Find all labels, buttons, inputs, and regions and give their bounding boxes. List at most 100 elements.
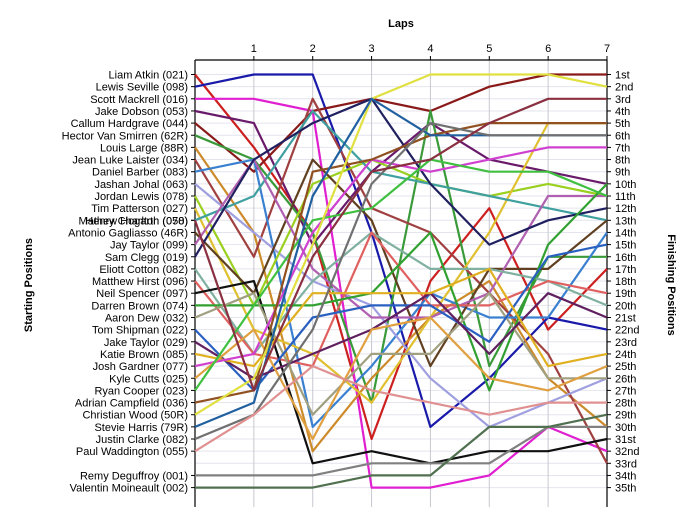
- finishing-position-label: 10th: [615, 179, 636, 191]
- series-line: [195, 97, 608, 489]
- finishing-position-label: 7th: [615, 142, 630, 154]
- finishing-position-label: 31st: [615, 434, 636, 446]
- series-line: [194, 109, 608, 222]
- series-line: [195, 413, 608, 489]
- starting-position-label: Daniel Barber (083): [92, 167, 188, 179]
- starting-position-label: Mathew Hogarth (058): [79, 215, 188, 227]
- starting-position-label: Scott Mackrell (016): [90, 94, 188, 106]
- starting-position-label: Henry Charlton (070): [85, 215, 188, 227]
- lap-tick-label: 5: [486, 43, 492, 55]
- lap-tick-label: 2: [310, 43, 316, 55]
- series-line: [194, 231, 608, 355]
- finishing-position-label: 33rd: [615, 458, 637, 470]
- starting-position-label: Tim Patterson (027): [91, 203, 188, 215]
- series-line: [194, 158, 608, 307]
- starting-position-label: Stevie Harris (79R): [94, 422, 188, 434]
- finishing-position-label: 4th: [615, 106, 630, 118]
- starting-position-label: Christian Wood (50R): [82, 410, 188, 422]
- finishing-position-label: 24th: [615, 349, 636, 361]
- starting-position-label: Justin Clarke (082): [96, 434, 188, 446]
- starting-position-label: Eliott Cotton (082): [99, 264, 188, 276]
- finishing-position-label: 22nd: [615, 325, 639, 337]
- starting-position-label: Antonio Gagliasso (46R): [68, 227, 188, 239]
- lap-tick-label: 3: [369, 43, 375, 55]
- finishing-position-label: 30th: [615, 422, 636, 434]
- starting-position-label: Jashan Johal (063): [94, 179, 188, 191]
- series-line: [194, 292, 607, 416]
- finishing-position-label: 23rd: [615, 337, 637, 349]
- series-lines: [193, 73, 608, 489]
- finishing-position-label: 9th: [615, 167, 630, 179]
- axes: [191, 56, 611, 507]
- finishing-position-label: 5th: [615, 118, 630, 130]
- finishing-position-label: 26th: [615, 373, 636, 385]
- lap-tick-label: 6: [545, 43, 551, 55]
- starting-position-label: Louis Large (88R): [100, 142, 188, 154]
- finishing-position-label: 19th: [615, 288, 636, 300]
- starting-position-label: Katie Brown (085): [100, 349, 188, 361]
- starting-position-label: Jake Taylor (029): [104, 337, 188, 349]
- starting-position-label: Valentin Moineault (002): [70, 483, 188, 495]
- series-line: [193, 97, 607, 392]
- starting-position-label: Josh Gardner (077): [93, 361, 188, 373]
- left-axis-title: Starting Positions: [23, 238, 35, 332]
- starting-position-label: Sam Clegg (019): [105, 252, 188, 264]
- finishing-position-label: 27th: [615, 385, 636, 397]
- series-line: [194, 97, 608, 258]
- starting-position-label: Remy Deguffroy (001): [80, 470, 188, 482]
- finishing-position-label: 35th: [615, 483, 636, 495]
- finishing-position-label: 14th: [615, 227, 636, 239]
- finishing-position-label: 13th: [615, 215, 636, 227]
- finishing-position-label: 25th: [615, 361, 636, 373]
- finishing-position-label: 34th: [615, 470, 636, 482]
- finishing-position-label: 3rd: [615, 94, 631, 106]
- starting-position-label: Callum Hardgrave (044): [71, 118, 188, 130]
- starting-position-label: Paul Waddington (055): [76, 446, 188, 458]
- starting-position-label: Liam Atkin (021): [109, 70, 188, 82]
- lap-tick-label: 4: [427, 43, 433, 55]
- finishing-position-label: 2nd: [615, 82, 633, 94]
- starting-position-label: Jay Taylor (099): [110, 240, 188, 252]
- series-line: [194, 121, 607, 441]
- tick-labels: 1 2 3 4 5 6 7 Liam Atkin (021)Lewis Seville (09…: [62, 43, 640, 495]
- series-line: [195, 183, 608, 392]
- finishing-position-label: 11th: [615, 191, 636, 203]
- lap-tick-label: 1: [251, 43, 257, 55]
- finishing-position-label: 15th: [615, 240, 636, 252]
- series-line: [194, 73, 608, 416]
- starting-position-label: Aaron Dew (032): [105, 313, 188, 325]
- starting-position-label: Neil Spencer (097): [96, 288, 188, 300]
- starting-position-label: Hector Van Smirren (62R): [62, 130, 188, 142]
- series-line: [194, 316, 608, 441]
- finishing-position-label: 8th: [615, 155, 630, 167]
- starting-position-label: Darren Brown (074): [91, 300, 188, 312]
- starting-position-label: Jean Luke Laister (034): [72, 155, 188, 167]
- series-line: [194, 109, 607, 404]
- starting-position-label: Matthew Hirst (096): [92, 276, 188, 288]
- starting-position-label: Lewis Seville (098): [96, 82, 188, 94]
- finishing-position-label: 6th: [615, 130, 630, 142]
- top-axis-title: Laps: [388, 18, 414, 30]
- finishing-position-label: 16th: [615, 252, 636, 264]
- finishing-position-label: 12th: [615, 203, 636, 215]
- right-axis-title: Finishing Positions: [665, 234, 677, 335]
- series-line: [194, 183, 608, 428]
- series-line: [194, 158, 607, 319]
- lap-tick-label: 7: [604, 43, 610, 55]
- finishing-position-label: 32nd: [615, 446, 639, 458]
- finishing-position-label: 18th: [615, 276, 636, 288]
- starting-position-label: Kyle Cutts (025): [109, 373, 188, 385]
- series-line: [194, 97, 608, 464]
- finishing-position-label: 20th: [615, 300, 636, 312]
- series-line: [194, 73, 607, 173]
- series-line: [194, 158, 608, 392]
- starting-position-label: Tom Shipman (022): [92, 325, 188, 337]
- series-line: [194, 292, 608, 380]
- finishing-position-label: 1st: [615, 70, 630, 82]
- starting-position-label: Adrian Campfield (036): [75, 398, 188, 410]
- starting-position-label: Jordan Lewis (078): [94, 191, 188, 203]
- finishing-position-label: 29th: [615, 410, 636, 422]
- starting-position-label: Ryan Cooper (023): [94, 385, 188, 397]
- series-line: [194, 243, 608, 392]
